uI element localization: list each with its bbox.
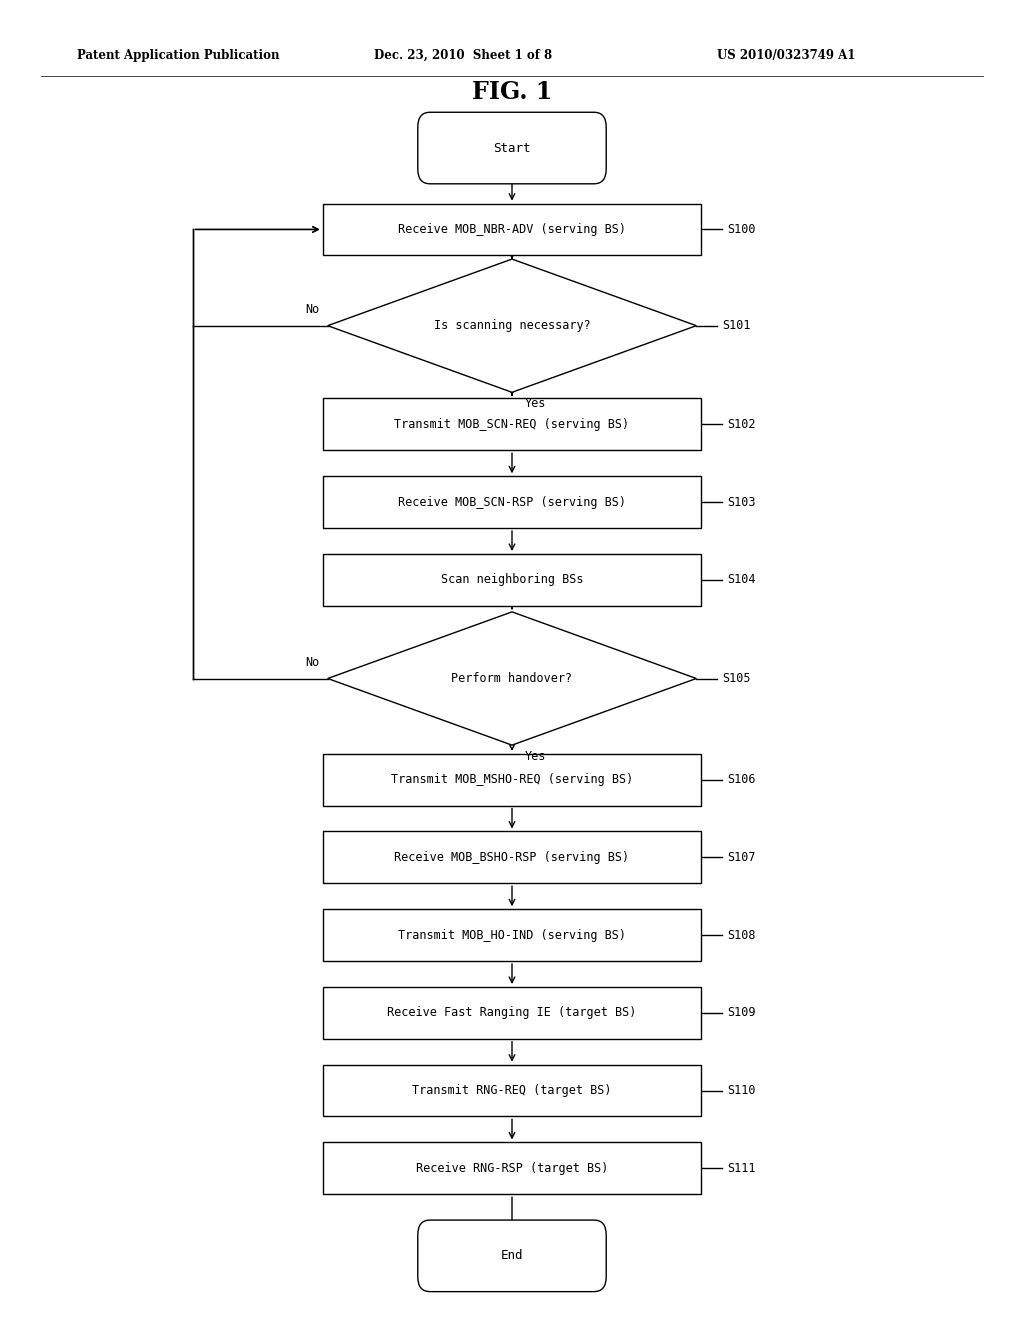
Polygon shape <box>328 612 696 744</box>
Text: Dec. 23, 2010  Sheet 1 of 8: Dec. 23, 2010 Sheet 1 of 8 <box>374 49 552 62</box>
Bar <box>323 1142 701 1195</box>
Text: Yes: Yes <box>524 750 546 763</box>
Text: Is scanning necessary?: Is scanning necessary? <box>433 319 591 333</box>
Text: S100: S100 <box>727 223 756 236</box>
Bar <box>323 399 701 450</box>
Text: S101: S101 <box>722 319 751 333</box>
Text: End: End <box>501 1249 523 1262</box>
Text: Transmit RNG-REQ (target BS): Transmit RNG-REQ (target BS) <box>413 1084 611 1097</box>
Text: Receive MOB_BSHO-RSP (serving BS): Receive MOB_BSHO-RSP (serving BS) <box>394 851 630 863</box>
Text: S107: S107 <box>727 851 756 863</box>
Text: Scan neighboring BSs: Scan neighboring BSs <box>440 573 584 586</box>
Text: Perform handover?: Perform handover? <box>452 672 572 685</box>
FancyBboxPatch shape <box>418 1220 606 1292</box>
Bar <box>323 203 701 255</box>
Text: S104: S104 <box>727 573 756 586</box>
Text: US 2010/0323749 A1: US 2010/0323749 A1 <box>717 49 855 62</box>
Text: Yes: Yes <box>524 397 546 411</box>
Text: S111: S111 <box>727 1162 756 1175</box>
FancyBboxPatch shape <box>418 112 606 183</box>
Bar <box>323 477 701 528</box>
Text: Receive MOB_SCN-RSP (serving BS): Receive MOB_SCN-RSP (serving BS) <box>398 495 626 508</box>
Text: Start: Start <box>494 141 530 154</box>
Bar <box>323 554 701 606</box>
Polygon shape <box>328 259 696 392</box>
Text: Transmit MOB_MSHO-REQ (serving BS): Transmit MOB_MSHO-REQ (serving BS) <box>391 774 633 787</box>
Text: Receive RNG-RSP (target BS): Receive RNG-RSP (target BS) <box>416 1162 608 1175</box>
Bar <box>323 1065 701 1117</box>
Bar <box>323 909 701 961</box>
Text: No: No <box>305 656 319 669</box>
Bar <box>323 987 701 1039</box>
Text: S108: S108 <box>727 928 756 941</box>
Text: S109: S109 <box>727 1006 756 1019</box>
Text: No: No <box>305 302 319 315</box>
Text: S102: S102 <box>727 418 756 430</box>
Text: S103: S103 <box>727 495 756 508</box>
Text: S110: S110 <box>727 1084 756 1097</box>
Text: Receive Fast Ranging IE (target BS): Receive Fast Ranging IE (target BS) <box>387 1006 637 1019</box>
Text: Transmit MOB_HO-IND (serving BS): Transmit MOB_HO-IND (serving BS) <box>398 928 626 941</box>
Text: S106: S106 <box>727 774 756 787</box>
Bar <box>323 754 701 805</box>
Text: Receive MOB_NBR-ADV (serving BS): Receive MOB_NBR-ADV (serving BS) <box>398 223 626 236</box>
Text: FIG. 1: FIG. 1 <box>472 81 552 104</box>
Text: S105: S105 <box>722 672 751 685</box>
Bar <box>323 832 701 883</box>
Text: Patent Application Publication: Patent Application Publication <box>77 49 280 62</box>
Text: Transmit MOB_SCN-REQ (serving BS): Transmit MOB_SCN-REQ (serving BS) <box>394 418 630 430</box>
